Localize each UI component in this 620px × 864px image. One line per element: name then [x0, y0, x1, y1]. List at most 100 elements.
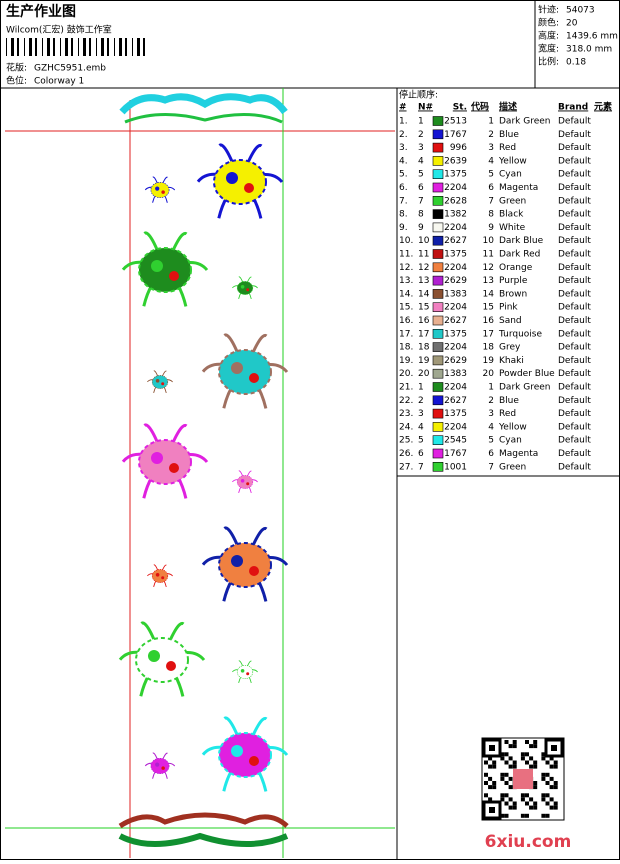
bar-stripe [89, 38, 91, 56]
qr-cell [492, 760, 497, 765]
qr-code [481, 737, 565, 821]
row-brand: Default [558, 170, 591, 180]
row-index: 10. [399, 236, 413, 246]
petal [155, 573, 160, 577]
row-index: 15. [399, 303, 413, 313]
qr-cell [553, 805, 558, 810]
design-file: GZHC5951.emb [34, 64, 106, 74]
column-header: Brand [558, 103, 588, 113]
qr-finder [489, 807, 495, 813]
qr-cell [525, 740, 529, 744]
bar-stripe [78, 38, 79, 56]
flower [138, 247, 192, 293]
bar-stripe [35, 38, 37, 56]
flower [135, 637, 189, 683]
row-needle: 6 [418, 449, 424, 459]
embroidery-motif [201, 526, 289, 602]
qr-cell [520, 756, 525, 761]
summary-label: 比例: [538, 56, 559, 68]
qr-cell [500, 793, 505, 798]
row-needle: 8 [418, 210, 424, 220]
qr-cell [553, 785, 558, 790]
bar-stripe [71, 38, 73, 56]
petal [148, 650, 160, 662]
qr-cell [512, 740, 517, 744]
row-brand: Default [558, 223, 591, 233]
row-brand: Default [558, 462, 591, 472]
row-code: 1 [488, 383, 494, 393]
qr-cell [533, 740, 538, 744]
row-index: 24. [399, 422, 413, 432]
color-swatch [432, 355, 444, 366]
row-code: 20 [483, 369, 495, 379]
qr-cell [500, 772, 505, 777]
bar-stripe [132, 38, 133, 56]
row-desc: Magenta [499, 449, 538, 459]
color-swatch [432, 209, 444, 219]
embroidery-motif [144, 752, 176, 779]
row-brand: Default [558, 263, 591, 273]
row-index: 12. [399, 263, 413, 273]
color-swatch [432, 129, 444, 140]
row-index: 26. [399, 449, 413, 459]
row-needle: 13 [418, 276, 429, 286]
petal [161, 190, 165, 194]
row-brand: Default [558, 396, 591, 406]
row-index: 4. [399, 156, 408, 166]
petal [244, 183, 254, 193]
embroidery-motif [201, 333, 289, 409]
color-swatch [432, 156, 444, 166]
qr-cell [504, 801, 509, 806]
bar-stripe [11, 38, 14, 56]
bar-stripe [47, 38, 50, 56]
qr-cell [545, 781, 550, 785]
bar-stripe [42, 38, 43, 56]
qr-cell [492, 781, 497, 785]
qr-cell [508, 776, 513, 781]
qr-cell [500, 752, 505, 757]
row-brand: Default [558, 369, 591, 379]
bar-stripe [119, 38, 122, 56]
summary-value: 0.18 [566, 58, 586, 68]
qr-cell [508, 797, 513, 802]
row-code: 19 [483, 356, 495, 366]
qr-cell [500, 776, 505, 781]
color-swatch [432, 235, 444, 246]
row-needle: 12 [418, 263, 429, 273]
summary-value: 20 [566, 19, 578, 29]
petal [155, 379, 160, 383]
qr-cell [488, 756, 493, 761]
color-swatch [432, 448, 444, 459]
row-code: 11 [483, 250, 494, 260]
bar-stripe [137, 38, 140, 56]
row-desc: White [499, 223, 526, 233]
bar-stripe [83, 38, 86, 56]
color-swatch [432, 302, 444, 313]
qr-cell [484, 781, 488, 785]
qr-cell [529, 764, 534, 769]
summary-label: 宽度: [538, 43, 559, 55]
row-desc: Dark Green [499, 383, 550, 393]
qr-cell [525, 801, 529, 806]
qr-cell [549, 776, 554, 781]
qr-cell [488, 797, 493, 802]
summary-value: 54073 [566, 6, 595, 16]
row-code: 1 [488, 117, 494, 127]
row-index: 19. [399, 356, 413, 366]
row-desc: Cyan [499, 436, 522, 446]
row-code: 13 [483, 276, 494, 286]
row-stitches: 1383 [444, 289, 467, 299]
qr-cell [545, 772, 550, 777]
title: 生产作业图 [6, 3, 76, 20]
row-code: 3 [488, 143, 494, 153]
row-needle: 20 [418, 369, 430, 379]
qr-cell [549, 797, 554, 802]
qr-cell [525, 793, 529, 798]
qr-cell [504, 813, 509, 818]
petal [226, 172, 238, 184]
embroidery-motif [196, 143, 284, 219]
qr-cell [525, 752, 529, 757]
row-needle: 2 [418, 130, 424, 140]
row-desc: Yellow [498, 156, 527, 166]
